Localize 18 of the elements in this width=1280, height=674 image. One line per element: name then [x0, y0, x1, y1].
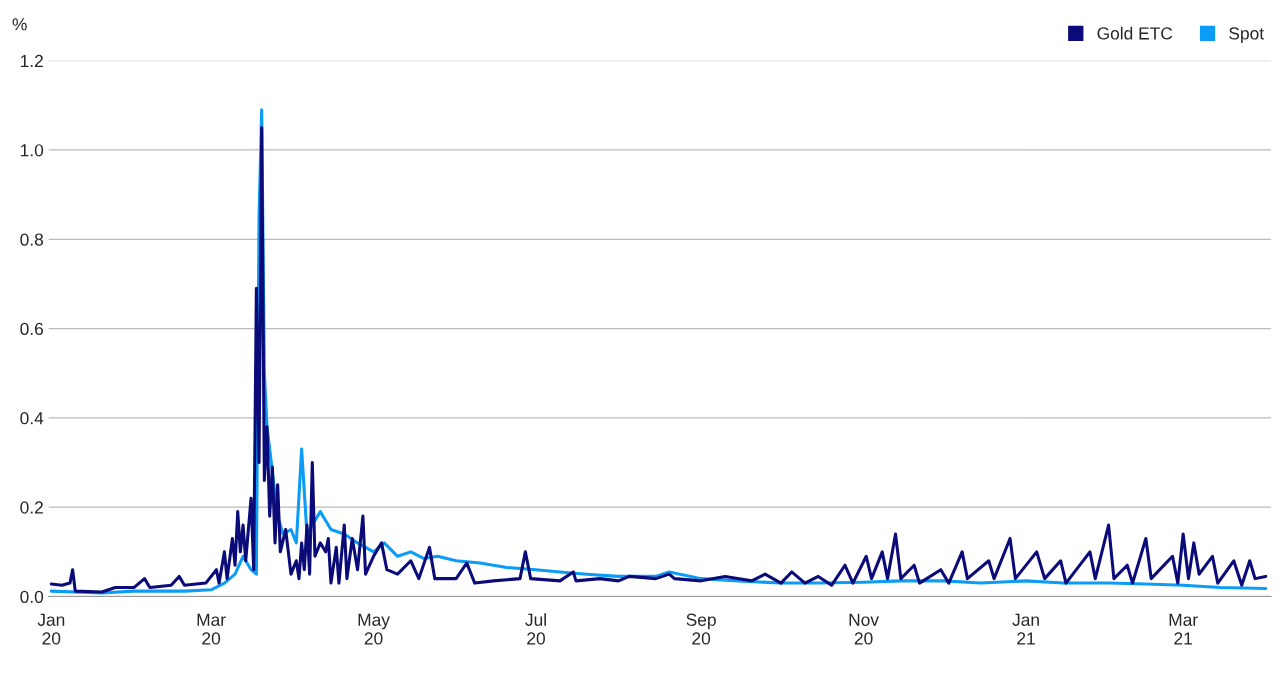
y-axis-title: %: [12, 18, 27, 31]
x-tick-label: Mar 21: [1169, 613, 1198, 645]
x-tick-label: Nov 20: [849, 613, 879, 645]
y-tick-label: 0.6: [20, 322, 44, 336]
y-tick-label: 0.2: [20, 501, 43, 514]
legend-label: Spot: [1229, 27, 1264, 43]
y-tick-label: 0.4: [20, 412, 44, 425]
x-tick-label: Jan 20: [37, 613, 65, 645]
y-tick-label: 1.0: [20, 144, 44, 157]
x-tick-label: May 20: [358, 613, 390, 645]
x-tick-label: Sep 20: [686, 613, 716, 645]
x-tick-label: Mar 20: [197, 613, 226, 645]
y-tick-label: 1.2: [20, 54, 43, 67]
legend-label: Gold ETC: [1097, 26, 1173, 40]
x-tick-label: Jul 20: [525, 613, 546, 645]
y-tick-label: 0.0: [20, 590, 44, 603]
x-tick-label: Jan 21: [1012, 613, 1039, 645]
y-tick-label: 0.8: [20, 233, 44, 246]
